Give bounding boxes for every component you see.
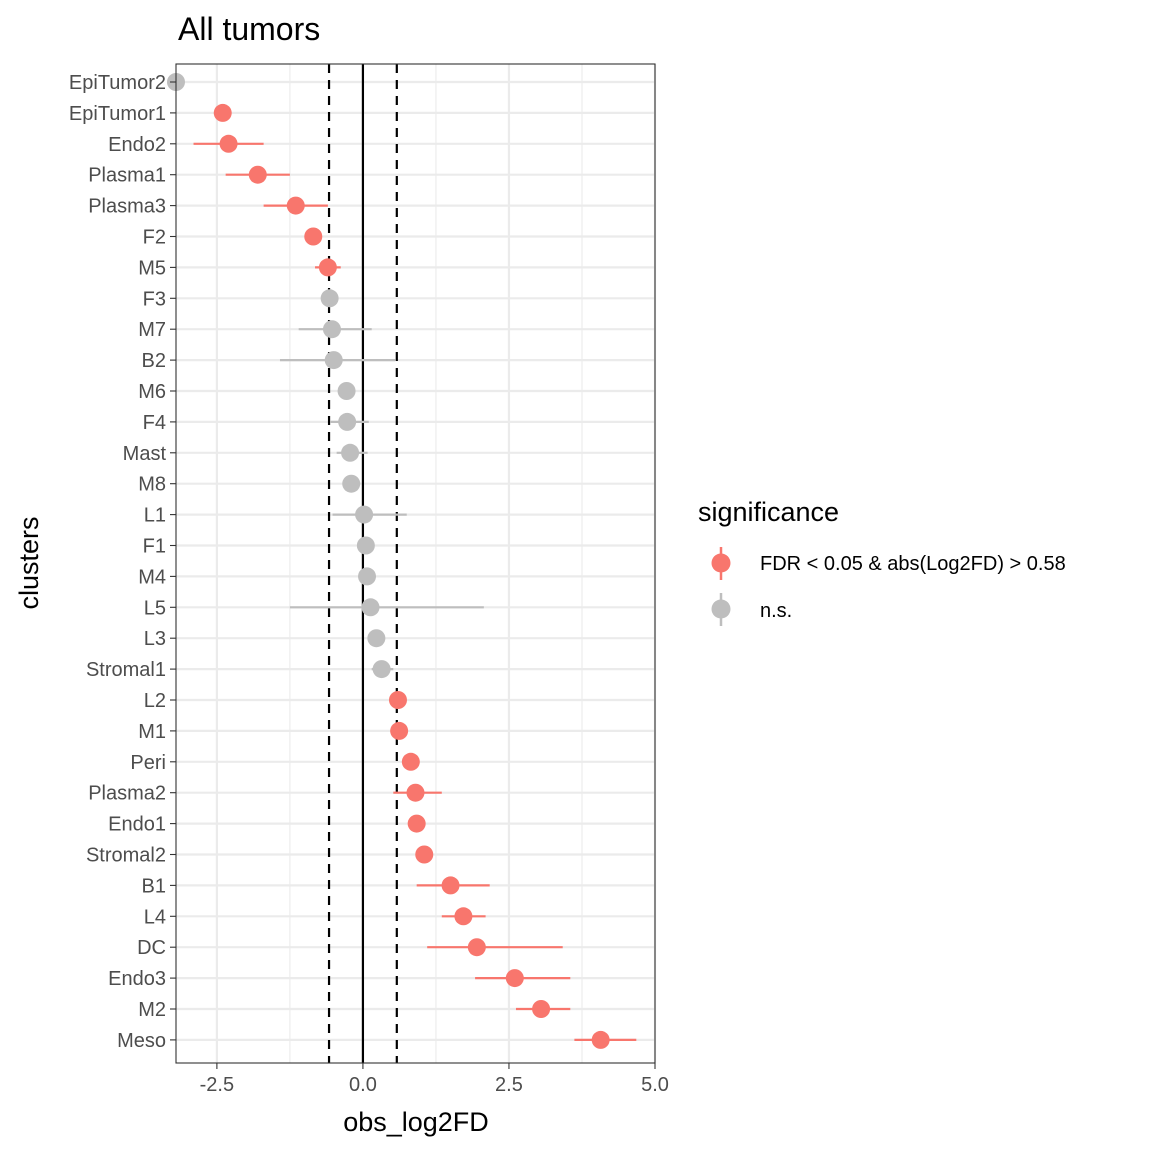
point xyxy=(322,320,341,339)
y-tick-label: Mast xyxy=(123,443,167,465)
y-tick-label: F1 xyxy=(143,536,166,558)
point xyxy=(361,598,380,617)
x-tick-label: 2.5 xyxy=(495,1074,523,1096)
y-tick-label: EpiTumor2 xyxy=(69,72,166,94)
y-tick-label: L2 xyxy=(144,690,166,712)
data-points xyxy=(167,73,610,1049)
y-tick-label: L5 xyxy=(144,597,166,619)
point xyxy=(337,382,356,400)
y-tick-label: L1 xyxy=(144,505,166,527)
grid-lines xyxy=(176,64,657,1063)
point xyxy=(342,474,361,493)
x-axis-ticks: -2.5 0.0 2.5 5.0 xyxy=(200,1063,669,1096)
y-tick-label: Endo2 xyxy=(108,134,166,156)
y-tick-label: Plasma2 xyxy=(88,783,166,805)
y-tick-label: M8 xyxy=(138,474,166,496)
y-tick-label: F2 xyxy=(143,227,166,249)
y-tick-label: Stromal1 xyxy=(86,659,166,681)
chart-title: All tumors xyxy=(178,11,320,47)
point xyxy=(320,289,339,308)
y-tick-label: M4 xyxy=(138,566,166,588)
point xyxy=(248,165,267,184)
point xyxy=(505,969,524,988)
y-tick-label: Peri xyxy=(130,752,166,774)
y-tick-label: F3 xyxy=(143,288,166,310)
point xyxy=(390,721,409,740)
point xyxy=(532,1000,551,1018)
point xyxy=(441,876,460,895)
y-tick-label: L4 xyxy=(144,906,166,928)
point xyxy=(304,227,323,246)
y-tick-label: M1 xyxy=(138,721,166,743)
x-tick-label: -2.5 xyxy=(200,1074,234,1096)
point xyxy=(338,412,357,431)
y-tick-label: M6 xyxy=(138,381,166,403)
y-tick-label: M7 xyxy=(138,319,166,341)
point xyxy=(286,196,305,215)
y-tick-label: Plasma3 xyxy=(88,196,166,218)
point xyxy=(407,814,426,833)
y-tick-label: B2 xyxy=(142,350,166,372)
y-tick-label: Meso xyxy=(117,1030,166,1052)
legend-label-significant: FDR < 0.05 & abs(Log2FD) > 0.58 xyxy=(760,553,1066,575)
legend-key-significant xyxy=(711,547,731,580)
x-axis-title: obs_log2FD xyxy=(343,1107,489,1137)
legend-title: significance xyxy=(698,497,839,527)
point xyxy=(406,783,425,802)
legend: significance FDR < 0.05 & abs(Log2FD) > … xyxy=(698,497,1066,626)
x-tick-label: 0.0 xyxy=(349,1074,377,1096)
y-tick-label: DC xyxy=(137,937,166,959)
y-tick-label: Endo3 xyxy=(108,968,166,990)
legend-label-ns: n.s. xyxy=(760,600,792,622)
point xyxy=(356,536,375,555)
y-tick-label: Endo1 xyxy=(108,814,166,836)
x-tick-label: 5.0 xyxy=(641,1074,669,1096)
point xyxy=(591,1030,610,1049)
y-tick-label: B1 xyxy=(142,875,166,897)
point xyxy=(324,351,343,370)
point xyxy=(467,938,486,957)
y-axis-ticks: EpiTumor2 EpiTumor1 Endo2 Plasma1 Plasma3 F2 M… xyxy=(69,72,176,1052)
point xyxy=(367,629,386,648)
error-bars xyxy=(193,142,637,1042)
y-tick-label: M2 xyxy=(138,999,166,1021)
point xyxy=(341,443,360,462)
point xyxy=(415,845,434,864)
y-tick-label: EpiTumor1 xyxy=(69,103,166,125)
point xyxy=(318,258,337,277)
point xyxy=(401,752,420,771)
reference-lines xyxy=(327,64,398,1063)
y-tick-label: Plasma1 xyxy=(88,165,166,187)
point xyxy=(372,660,391,679)
y-tick-label: F4 xyxy=(143,412,166,434)
point xyxy=(358,567,377,586)
legend-key-ns xyxy=(711,593,731,626)
plot-panel-border xyxy=(175,63,656,1064)
point xyxy=(388,691,407,709)
y-tick-label: M5 xyxy=(138,257,166,279)
y-tick-label: L3 xyxy=(144,628,166,650)
point xyxy=(219,134,238,153)
point xyxy=(355,505,374,524)
y-tick-label: Stromal2 xyxy=(86,845,166,867)
y-axis-title: clusters xyxy=(14,516,44,609)
point xyxy=(213,103,232,122)
point xyxy=(454,907,473,926)
